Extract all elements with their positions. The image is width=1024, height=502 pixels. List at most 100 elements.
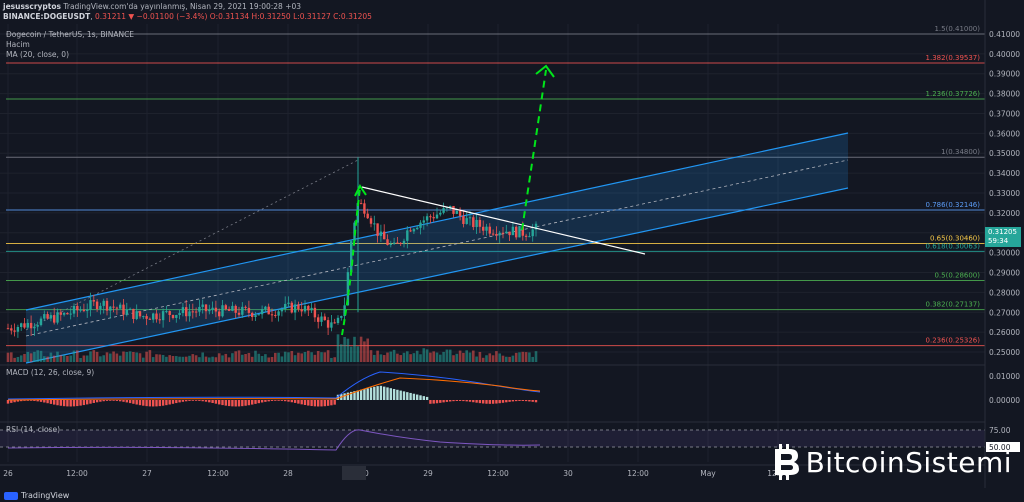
last-price-badge: 0.31205 59:34 (985, 227, 1021, 247)
candle-body (251, 312, 254, 317)
volume-bar (270, 357, 274, 362)
candle-body (439, 212, 442, 215)
macd-histogram-bar (135, 400, 138, 405)
macd-tick-label: 0.00000 (989, 396, 1020, 405)
candle-body (330, 322, 333, 328)
macd-histogram-bar (102, 400, 105, 402)
author-name[interactable]: jesusscryptos (3, 2, 61, 11)
candle-body (369, 218, 373, 224)
macd-histogram-bar (475, 400, 478, 403)
candle-body (82, 309, 86, 312)
candle-body (280, 309, 284, 312)
macd-histogram-bar (112, 400, 115, 401)
candle-body (445, 207, 449, 209)
time-tick-label: 26 (3, 469, 13, 478)
candle-body (498, 232, 501, 236)
candle-body (501, 232, 505, 234)
candle-body (383, 231, 386, 240)
candle-body (254, 315, 257, 317)
candle-body (95, 301, 99, 310)
macd-histogram-bar (465, 400, 468, 402)
rsi-band (0, 430, 985, 447)
candle-body (234, 305, 237, 313)
macd-histogram-bar (445, 400, 449, 402)
macd-histogram-bar (39, 400, 43, 402)
macd-histogram-bar (132, 400, 135, 404)
volume-bar (310, 352, 313, 362)
volume-bar (323, 352, 327, 362)
tradingview-logo[interactable]: TradingView (4, 491, 69, 500)
macd-histogram-bar (26, 400, 29, 401)
macd-histogram-bar (119, 400, 122, 402)
candle-body (122, 304, 125, 315)
volume-bar (260, 356, 264, 362)
candle-body (89, 300, 92, 310)
volume-bar (250, 356, 254, 362)
candle-body (313, 307, 317, 318)
macd-histogram-bar (36, 400, 39, 402)
macd-histogram-bar (218, 400, 221, 405)
macd-histogram-bar (277, 400, 280, 401)
candle-body (16, 326, 20, 332)
volume-bar (168, 355, 171, 362)
macd-histogram-bar (86, 400, 89, 405)
candle-body (323, 316, 326, 321)
macd-histogram-bar (287, 400, 290, 402)
volume-bar (264, 354, 267, 362)
macd-histogram-bar (76, 400, 79, 407)
volume-bar (201, 352, 204, 362)
volume-bar (307, 350, 310, 362)
macd-histogram-bar (462, 400, 465, 402)
macd-line (7, 371, 541, 400)
volume-bar (356, 346, 360, 362)
candle-body (227, 309, 231, 311)
symbol-line: BINANCE:DOGEUSDT, 0.31211 ▼ −0.01100 (−3… (3, 12, 372, 21)
volume-bar (10, 352, 13, 362)
time-tick-label: 12:00 (207, 469, 229, 478)
candle-body (102, 300, 105, 306)
price-tick-label: 0.41000 (989, 30, 1020, 39)
volume-bars (6, 334, 538, 362)
macd-histogram-bar (363, 389, 366, 400)
macd-histogram-bar (168, 400, 171, 405)
ma-legend[interactable]: MA (20, close, 0) (6, 50, 70, 59)
volume-bar (382, 355, 386, 362)
macd-histogram-bar (323, 400, 326, 407)
candle-body (264, 306, 267, 310)
macd-legend[interactable]: MACD (12, 26, close, 9) (6, 368, 95, 377)
volume-bar (412, 353, 416, 362)
macd-histogram-bar (326, 400, 330, 406)
macd-histogram-bar (386, 387, 389, 400)
candle-body (86, 309, 89, 312)
volume-bar (353, 336, 356, 362)
rsi-legend[interactable]: RSI (14, close) (6, 425, 61, 434)
macd-histogram-bar (432, 400, 435, 404)
candle-body (168, 311, 171, 315)
fib-label: 1(0.34800) (941, 148, 980, 156)
candle-body (419, 222, 422, 228)
volume-bar (237, 350, 241, 362)
macd-histogram-bar (224, 400, 227, 406)
regression-channel (25, 132, 849, 364)
volume-bar (158, 354, 162, 362)
macd-histogram-bar (498, 400, 501, 404)
volume-bar (508, 356, 511, 362)
candle-body (336, 317, 340, 324)
volume-legend[interactable]: Hacim (6, 40, 30, 49)
candle-body (181, 307, 185, 314)
volume-bar (19, 355, 23, 362)
macd-histogram-bar (257, 400, 260, 404)
publish-line: jesusscryptos TradingView.com'da yayınla… (3, 2, 301, 12)
volume-bar (191, 354, 195, 362)
volume-bar (501, 355, 505, 362)
volume-bar (346, 338, 350, 362)
macd-histogram-bar (10, 400, 13, 403)
macd-histogram-bar (482, 400, 485, 404)
candle-body (293, 304, 297, 313)
time-tick-label: 27 (142, 469, 152, 478)
macd-histogram-bar (343, 393, 346, 400)
candle-body (145, 316, 148, 319)
candle-body (211, 307, 214, 310)
symbol-name[interactable]: BINANCE:DOGEUSDT (3, 12, 91, 21)
macd-histogram-bar (350, 391, 353, 400)
